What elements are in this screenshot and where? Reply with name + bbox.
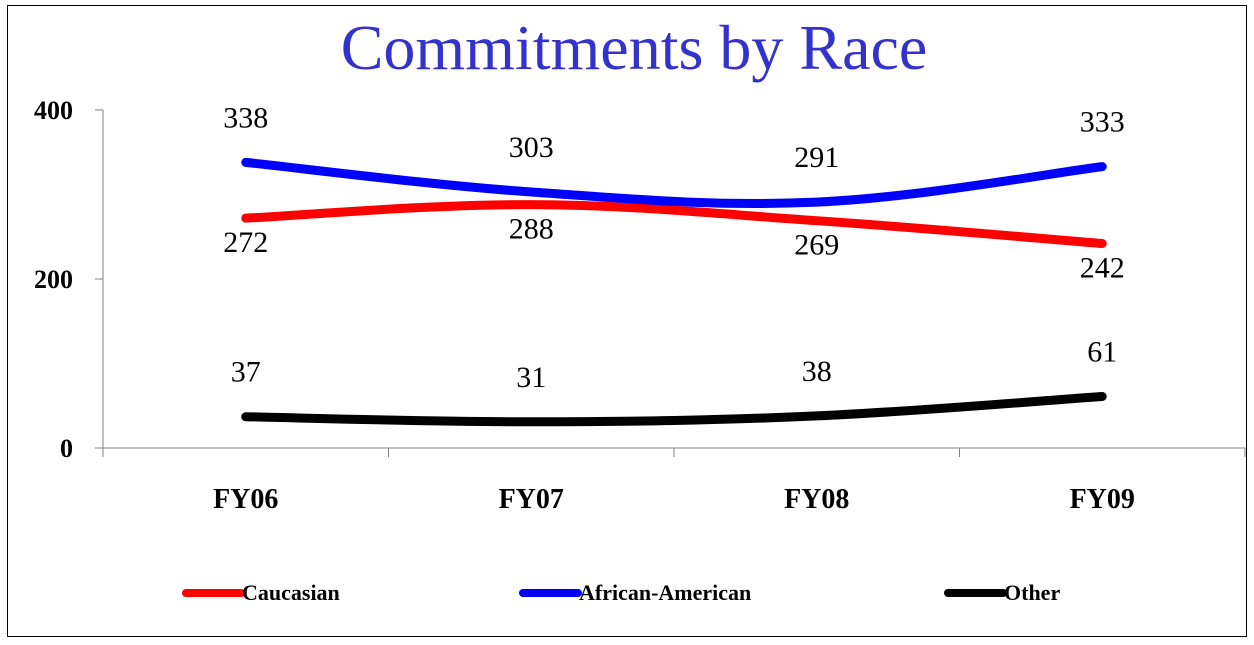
y-tick-label: 200 xyxy=(34,265,73,294)
series-line-african-american xyxy=(246,162,1103,203)
legend-item: African-American xyxy=(523,580,751,605)
data-label: 37 xyxy=(231,356,261,389)
axes: 0 200 400 FY06 FY07 FY08 FY09 xyxy=(34,96,1245,515)
legend: Caucasian African-American Other xyxy=(186,580,1060,605)
data-label: 291 xyxy=(794,141,839,174)
legend-label: Caucasian xyxy=(242,580,340,605)
data-label: 272 xyxy=(223,226,268,259)
y-tick-label: 400 xyxy=(34,96,73,125)
x-tick-label: FY09 xyxy=(1070,484,1135,515)
data-label: 242 xyxy=(1080,252,1125,285)
data-label: 61 xyxy=(1087,335,1117,368)
data-labels: 272 288 269 242 338 303 291 333 37 31 38 61 xyxy=(223,101,1125,393)
legend-label: African-American xyxy=(579,580,751,605)
chart-title: Commitments by Race xyxy=(341,12,928,83)
data-label: 31 xyxy=(516,361,546,394)
series-line-other xyxy=(246,396,1103,421)
legend-label: Other xyxy=(1004,580,1060,605)
legend-item: Caucasian xyxy=(186,580,340,605)
data-label: 269 xyxy=(794,229,839,262)
series-line-caucasian xyxy=(246,205,1103,244)
x-tick-label: FY07 xyxy=(499,484,564,515)
data-label: 333 xyxy=(1080,106,1125,139)
data-label: 303 xyxy=(509,131,554,164)
series-lines xyxy=(246,162,1103,421)
legend-item: Other xyxy=(948,580,1060,605)
y-tick-label: 0 xyxy=(60,434,73,463)
data-label: 38 xyxy=(802,355,832,388)
data-label: 288 xyxy=(509,213,554,246)
x-tick-label: FY06 xyxy=(213,484,278,515)
x-tick-label: FY08 xyxy=(784,484,849,515)
data-label: 338 xyxy=(223,101,268,134)
